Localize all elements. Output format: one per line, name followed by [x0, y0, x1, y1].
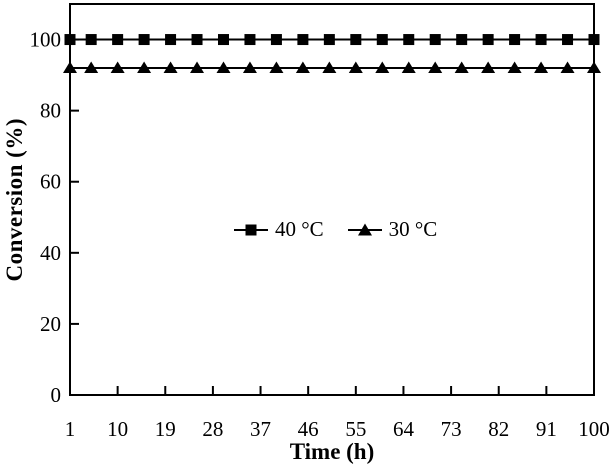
- data-marker-triangle: [110, 61, 125, 73]
- data-marker-square: [217, 34, 229, 46]
- data-marker-triangle: [242, 61, 257, 73]
- data-marker-triangle: [428, 61, 443, 73]
- y-tick-label: 20: [40, 312, 61, 336]
- data-marker-square: [297, 34, 309, 46]
- data-marker-triangle: [454, 61, 469, 73]
- y-tick-label: 40: [40, 241, 61, 265]
- data-marker-triangle: [163, 61, 178, 73]
- data-marker-square: [270, 34, 282, 46]
- y-axis-title-wrap: Conversion (%): [0, 4, 30, 395]
- data-marker-square: [191, 34, 203, 46]
- data-marker-square: [350, 34, 362, 46]
- data-marker-square: [482, 34, 494, 46]
- x-tick-label: 1: [65, 417, 76, 441]
- x-tick-label: 64: [393, 417, 415, 441]
- data-marker-square: [456, 34, 468, 46]
- x-tick-label: 19: [155, 417, 176, 441]
- x-tick-label: 82: [488, 417, 509, 441]
- y-tick-label: 100: [30, 28, 62, 52]
- data-marker-square: [535, 34, 547, 46]
- data-marker-triangle: [507, 61, 522, 73]
- data-marker-square: [323, 34, 335, 46]
- x-tick-label: 100: [578, 417, 609, 441]
- data-marker-triangle: [481, 61, 496, 73]
- data-marker-triangle: [84, 61, 99, 73]
- data-marker-square: [562, 34, 574, 46]
- legend-label-30c: 30 °C: [388, 217, 438, 241]
- data-marker-square: [509, 34, 521, 46]
- x-tick-label: 55: [345, 417, 366, 441]
- square-series-marker-icon: [234, 224, 268, 235]
- data-marker-triangle: [322, 61, 337, 73]
- data-marker-triangle: [295, 61, 310, 73]
- x-tick-label: 46: [298, 417, 319, 441]
- x-tick-label: 28: [202, 417, 223, 441]
- legend-entry-30c: 30 °C: [347, 217, 438, 241]
- legend-label-40c: 40 °C: [275, 217, 324, 241]
- legend-entry-40c: 40 °C: [234, 219, 324, 240]
- data-marker-square: [64, 34, 76, 46]
- y-axis-title: Conversion (%): [2, 117, 27, 282]
- data-marker-triangle: [269, 61, 284, 73]
- x-axis-title: Time (h): [289, 439, 375, 464]
- data-marker-square: [244, 34, 256, 46]
- data-marker-square: [403, 34, 415, 46]
- data-marker-square: [165, 34, 177, 46]
- plot-border: [69, 3, 595, 396]
- x-tick-label: 10: [107, 417, 128, 441]
- data-marker-triangle: [190, 61, 205, 73]
- y-tick-label: 60: [40, 170, 61, 194]
- x-tick-label: 73: [441, 417, 462, 441]
- y-tick-label: 80: [40, 99, 61, 123]
- y-tick-label: 0: [51, 383, 62, 407]
- data-marker-square: [429, 34, 441, 46]
- data-marker-triangle: [534, 61, 549, 73]
- data-marker-square: [588, 34, 600, 46]
- x-tick-label: 91: [536, 417, 557, 441]
- data-marker-triangle: [348, 61, 363, 73]
- data-marker-square: [112, 34, 124, 46]
- data-marker-triangle: [375, 61, 390, 73]
- data-marker-square: [85, 34, 97, 46]
- triangle-series-marker-icon: [347, 223, 382, 235]
- chart-legend: 40 °C 30 °C: [234, 219, 437, 240]
- data-marker-triangle: [63, 61, 77, 73]
- data-marker-triangle: [587, 61, 601, 73]
- data-marker-square: [376, 34, 388, 46]
- data-marker-triangle: [401, 61, 416, 73]
- data-marker-triangle: [560, 61, 575, 73]
- x-tick-label: 37: [250, 417, 271, 441]
- data-marker-triangle: [216, 61, 231, 73]
- data-marker-triangle: [137, 61, 152, 73]
- data-marker-square: [138, 34, 150, 46]
